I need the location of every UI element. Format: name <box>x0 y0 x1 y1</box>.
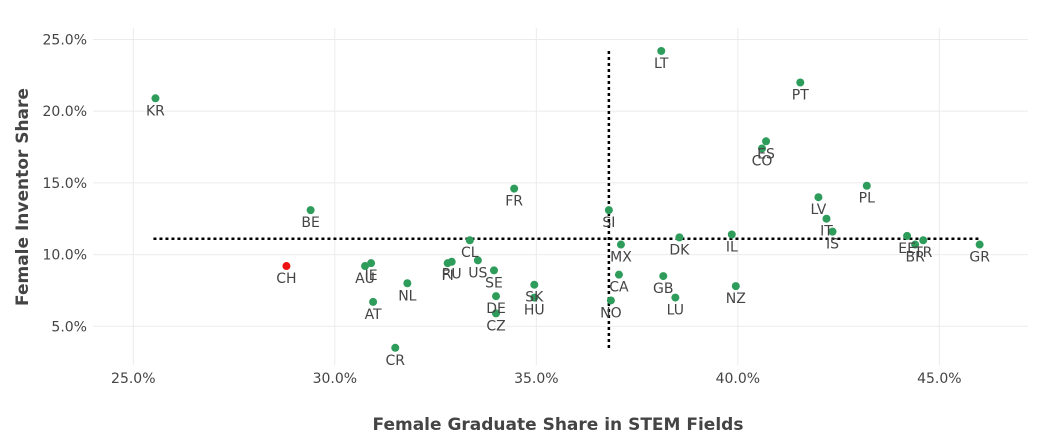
point-label-se: SE <box>485 275 503 291</box>
point-label-nz: NZ <box>726 291 746 307</box>
data-point-hu[interactable] <box>530 293 539 302</box>
point-label-cz: CZ <box>486 318 505 334</box>
point-label-gr: GR <box>969 250 990 266</box>
point-label-es: ES <box>757 146 775 162</box>
point-label-gb: GB <box>653 281 673 297</box>
point-label-pt: PT <box>792 87 809 103</box>
data-point-pt[interactable] <box>796 78 805 87</box>
reference-lines <box>153 50 980 350</box>
data-point-pl[interactable] <box>862 181 871 190</box>
data-point-ru[interactable] <box>447 257 456 266</box>
data-point-mx[interactable] <box>616 240 625 249</box>
point-label-dk: DK <box>669 242 690 258</box>
data-point-at[interactable] <box>369 297 378 306</box>
point-label-mx: MX <box>610 250 632 266</box>
data-point-it[interactable] <box>822 214 831 223</box>
y-axis-title: Female Inventor Share <box>13 88 33 306</box>
point-label-au: AU <box>355 271 375 287</box>
point-label-pl: PL <box>859 191 875 207</box>
point-label-il: IL <box>726 240 738 256</box>
data-point-nl[interactable] <box>403 279 412 288</box>
point-label-ie: IE <box>365 268 378 284</box>
point-label-cr: CR <box>386 353 406 369</box>
data-points <box>151 46 984 352</box>
point-label-co: CO <box>752 153 773 169</box>
x-tick-label: 25.0% <box>111 371 155 387</box>
y-tick-label: 25.0% <box>43 32 87 48</box>
data-point-be[interactable] <box>306 206 315 215</box>
point-label-lu: LU <box>667 303 684 319</box>
data-point-fr[interactable] <box>510 184 519 193</box>
data-point-lv[interactable] <box>814 193 823 202</box>
data-point-cr[interactable] <box>391 343 400 352</box>
point-label-fi: FI <box>442 268 454 284</box>
grid <box>93 28 1028 365</box>
point-label-cl: CL <box>461 245 479 261</box>
point-label-us: US <box>468 265 487 281</box>
point-label-it: IT <box>820 224 833 240</box>
x-axis-title: Female Graduate Share in STEM Fields <box>373 415 744 435</box>
x-tick-label: 30.0% <box>313 371 357 387</box>
data-point-us[interactable] <box>473 256 482 265</box>
point-label-br: BR <box>905 250 925 266</box>
data-point-au[interactable] <box>361 262 370 271</box>
point-label-fr: FR <box>505 194 523 210</box>
point-label-ca: CA <box>609 280 629 296</box>
point-label-si: SI <box>602 215 615 231</box>
data-point-cl[interactable] <box>465 236 474 245</box>
data-point-kr[interactable] <box>151 94 160 103</box>
point-label-is: IS <box>826 237 839 253</box>
data-point-co[interactable] <box>758 144 767 153</box>
data-point-nz[interactable] <box>731 282 740 291</box>
data-point-tr[interactable] <box>919 236 928 245</box>
y-tick-label: 5.0% <box>51 319 87 335</box>
x-tick-label: 35.0% <box>514 371 558 387</box>
data-point-cz[interactable] <box>492 309 501 318</box>
data-point-ee[interactable] <box>903 231 912 240</box>
point-label-no: NO <box>600 305 622 321</box>
axis-ticks: 25.0% 30.0% 35.0% 40.0% 45.0% 5.0% 10.0% 15.0% 2… <box>43 32 962 387</box>
point-label-ch: CH <box>276 271 296 287</box>
data-point-gb[interactable] <box>659 272 668 281</box>
data-point-si[interactable] <box>604 206 613 215</box>
point-label-ru: RU <box>442 267 462 283</box>
data-point-br[interactable] <box>911 240 920 249</box>
point-label-sk: SK <box>525 290 544 306</box>
point-label-hu: HU <box>524 303 545 319</box>
y-tick-label: 10.0% <box>43 248 87 264</box>
point-label-lt: LT <box>654 56 669 72</box>
x-tick-label: 45.0% <box>917 371 961 387</box>
point-label-be: BE <box>301 215 319 231</box>
point-label-nl: NL <box>398 288 416 304</box>
point-label-ee: EE <box>898 241 916 257</box>
data-point-ca[interactable] <box>614 270 623 279</box>
data-point-ch[interactable] <box>282 262 291 271</box>
data-point-es[interactable] <box>762 137 771 146</box>
data-point-dk[interactable] <box>675 233 684 242</box>
data-point-se[interactable] <box>490 266 499 275</box>
data-point-de[interactable] <box>492 292 501 301</box>
y-tick-label: 15.0% <box>43 176 87 192</box>
point-label-de: DE <box>486 301 506 317</box>
point-label-at: AT <box>365 307 382 323</box>
data-point-sk[interactable] <box>530 280 539 289</box>
data-point-is[interactable] <box>828 227 837 236</box>
data-point-no[interactable] <box>606 296 615 305</box>
y-tick-label: 20.0% <box>43 104 87 120</box>
data-point-lu[interactable] <box>671 293 680 302</box>
data-point-il[interactable] <box>727 230 736 239</box>
point-label-kr: KR <box>146 103 165 119</box>
point-label-lv: LV <box>811 202 827 218</box>
data-point-gr[interactable] <box>975 240 984 249</box>
data-point-lt[interactable] <box>657 46 666 55</box>
data-point-ie[interactable] <box>367 259 376 268</box>
x-tick-label: 40.0% <box>716 371 760 387</box>
point-label-tr: TR <box>913 245 933 261</box>
